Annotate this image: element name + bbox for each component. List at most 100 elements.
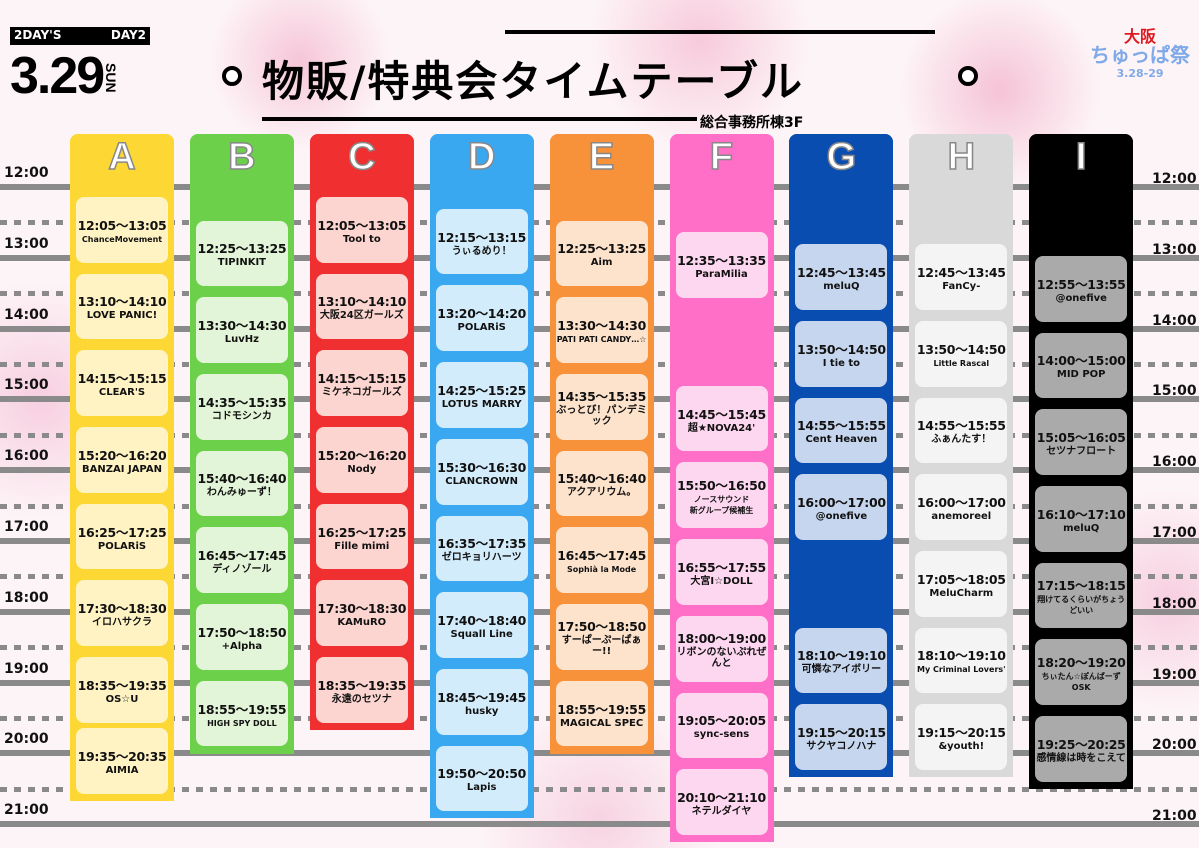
timeslot-card[interactable]: 18:55〜19:55 MAGICAL SPEC (555, 680, 648, 747)
timeslot-card[interactable]: 19:15〜20:15 サクヤコノハナ (795, 704, 888, 771)
slot-time: 15:40〜16:40 (197, 471, 287, 487)
slot-artist: LOTUS MARRY (441, 398, 522, 410)
timeslot-card[interactable]: 14:15〜15:15 CLEAR'S (76, 350, 168, 417)
slot-time: 16:00〜17:00 (797, 495, 886, 511)
slot-time: 15:30〜16:30 (437, 459, 527, 475)
timeslot-card[interactable]: 14:35〜15:35 ぶっとび！パンデミック (555, 373, 648, 440)
slot-artist: ミケネコガールズ (321, 387, 402, 399)
slot-time: 15:20〜16:20 (77, 447, 167, 463)
timeslot-card[interactable]: 13:10〜14:10 LOVE PANIC! (76, 273, 168, 340)
timeslot-card[interactable]: 18:10〜19:10 My Criminal Lovers' (915, 627, 1008, 694)
timeslot-card[interactable]: 19:15〜20:15 &youth! (915, 704, 1008, 771)
timeslot-card[interactable]: 19:35〜20:35 AIMIA (76, 727, 168, 794)
timeslot-card[interactable]: 18:10〜19:10 可憐なアイボリー (795, 627, 888, 694)
slot-artist: anemoreel (931, 511, 992, 523)
timeslot-card[interactable]: 16:25〜17:25 Fille mimi (315, 503, 408, 570)
slot-artist: Little Rascal (933, 358, 990, 368)
timeslot-card[interactable]: 17:15〜18:15 翔けてるくらいがちょうどいい (1035, 562, 1128, 629)
slot-artist: コドモシンカ (211, 410, 272, 422)
timeslot-card[interactable]: 18:35〜19:35 永遠のセツナ (315, 657, 408, 723)
timeslot-card[interactable]: 15:05〜16:05 セツナフロート (1035, 409, 1128, 476)
slot-time: 20:10〜21:10 (677, 790, 766, 806)
slot-artist: 大阪24区ガールズ (319, 310, 404, 322)
slot-time: 16:45〜17:45 (557, 548, 646, 564)
slot-time: 16:55〜17:55 (677, 559, 766, 575)
slot-artist: 可憐なアイボリー (801, 664, 882, 676)
timeslot-card[interactable]: 16:45〜17:45 Sophià la Mode (555, 527, 648, 594)
timeslot-card[interactable]: 18:35〜19:35 OS☆U (76, 657, 168, 723)
timeslot-card[interactable]: 13:50〜14:50 Little Rascal (915, 320, 1008, 387)
timeslot-card[interactable]: 12:45〜13:45 meluQ (795, 244, 888, 310)
slot-artist: MeluCharm (929, 587, 994, 599)
timeslot-card[interactable]: 13:50〜14:50 I tie to (795, 320, 888, 387)
slot-artist: Squall Line (450, 629, 513, 641)
timeslot-card[interactable]: 14:35〜15:35 コドモシンカ (195, 373, 288, 440)
timeslot-card[interactable]: 12:25〜13:25 Aim (555, 220, 648, 287)
timeslot-card[interactable]: 16:55〜17:55 大宮I☆DOLL (675, 539, 768, 605)
timeslot-card[interactable]: 12:05〜13:05 Tool to (315, 196, 408, 263)
timeslot-card[interactable]: 17:50〜18:50 すーぱーぷーぱぁー!! (555, 604, 648, 670)
timeslot-card[interactable]: 12:55〜13:55 @onefive (1035, 255, 1128, 322)
slot-time: 16:25〜17:25 (317, 524, 407, 540)
slot-time: 17:15〜18:15 (1036, 578, 1126, 594)
timeslot-card[interactable]: 17:30〜18:30 イロハサクラ (76, 580, 168, 647)
timeslot-card[interactable]: 18:45〜19:45 husky (435, 668, 528, 735)
timeslot-card[interactable]: 13:30〜14:30 PATI PATI CANDY…☆ (555, 297, 648, 363)
title-frame-top (505, 30, 935, 34)
slot-time: 12:25〜13:25 (197, 241, 287, 257)
slot-time: 12:25〜13:25 (557, 241, 646, 257)
timeslot-card[interactable]: 14:25〜15:25 LOTUS MARRY (435, 362, 528, 428)
timeslot-card[interactable]: 17:30〜18:30 KAMuRO (315, 580, 408, 647)
timeslot-card[interactable]: 18:55〜19:55 HIGH SPY DOLL (195, 680, 288, 747)
timeslot-card[interactable]: 12:45〜13:45 FanCy- (915, 244, 1008, 310)
timeslot-card[interactable]: 15:40〜16:40 わんみゅーず！ (195, 450, 288, 517)
slot-time: 19:35〜20:35 (77, 748, 167, 764)
timeslot-card[interactable]: 20:10〜21:10 ネテルダイヤ (675, 769, 768, 835)
timeslot-card[interactable]: 19:50〜20:50 Lapis (435, 745, 528, 812)
timeslot-card[interactable]: 16:35〜17:35 ゼロキョリハーツ (435, 515, 528, 582)
timeslot-card[interactable]: 12:05〜13:05 ChanceMovement (76, 196, 168, 263)
timeslot-card[interactable]: 13:30〜14:30 LuvHz (195, 297, 288, 363)
timeslot-card[interactable]: 17:50〜18:50 +Alpha (195, 604, 288, 670)
slot-time: 14:35〜15:35 (557, 389, 646, 405)
timeslot-card[interactable]: 15:30〜16:30 CLANCROWN (435, 438, 528, 505)
timeslot-card[interactable]: 13:20〜14:20 POLARiS (435, 285, 528, 352)
timeslot-card[interactable]: 17:05〜18:05 MeluCharm (915, 550, 1008, 617)
timeslot-card[interactable]: 14:55〜15:55 ふぁんたす！ (915, 397, 1008, 464)
timeslot-card[interactable]: 16:00〜17:00 @onefive (795, 474, 888, 540)
slot-time: 12:45〜13:45 (916, 264, 1006, 280)
timeslot-card[interactable]: 18:20〜19:20 ちぃたん☆ぽんぱーずOSK (1035, 639, 1128, 706)
time-label-right: 20:00 (1152, 737, 1197, 754)
time-label-right: 17:00 (1152, 525, 1197, 541)
timeslot-card[interactable]: 14:00〜15:00 MID POP (1035, 332, 1128, 399)
slot-time: 14:15〜15:15 (77, 371, 167, 387)
timeslot-card[interactable]: 15:20〜16:20 BANZAI JAPAN (76, 427, 168, 493)
timeslot-card[interactable]: 14:15〜15:15 ミケネコガールズ (315, 350, 408, 417)
slot-time: 15:20〜16:20 (317, 447, 407, 463)
timeslot-card[interactable]: 17:40〜18:40 Squall Line (435, 592, 528, 658)
time-label-right: 16:00 (1152, 454, 1197, 471)
timeslot-card[interactable]: 13:10〜14:10 大阪24区ガールズ (315, 273, 408, 340)
slot-time: 16:25〜17:25 (77, 524, 167, 540)
timeslot-card[interactable]: 15:20〜16:20 Nody (315, 427, 408, 493)
timeslot-card[interactable]: 12:25〜13:25 TIPINKIT (195, 220, 288, 287)
slot-time: 19:15〜20:15 (916, 725, 1006, 741)
timeslot-card[interactable]: 18:00〜19:00 リボンのないぷれぜんと (675, 615, 768, 682)
timeslot-card[interactable]: 16:25〜17:25 POLARiS (76, 503, 168, 570)
timeslot-card[interactable]: 14:45〜15:45 超★NOVA24' (675, 385, 768, 452)
timeslot-card[interactable]: 14:55〜15:55 Cent Heaven (795, 397, 888, 464)
timeslot-card[interactable]: 16:45〜17:45 ディノゾール (195, 527, 288, 594)
timeslot-card[interactable]: 15:40〜16:40 アクアリウム。 (555, 450, 648, 517)
timeslot-card[interactable]: 12:35〜13:35 ParaMilia (675, 232, 768, 299)
timeslot-card[interactable]: 16:10〜17:10 meluQ (1035, 486, 1128, 552)
timeslot-card[interactable]: 16:00〜17:00 anemoreel (915, 474, 1008, 540)
slot-time: 14:25〜15:25 (437, 382, 527, 398)
slot-artist: CLEAR'S (98, 387, 146, 399)
timeslot-card[interactable]: 12:15〜13:15 うぃるめり！ (435, 208, 528, 275)
slot-artist: ノースサウンド 新グループ候補生 (689, 494, 754, 515)
slot-artist: Nody (347, 463, 377, 475)
timeslot-card[interactable]: 19:25〜20:25 感情線は時をこえて (1035, 716, 1128, 782)
timeslot-card[interactable]: 15:50〜16:50 ノースサウンド 新グループ候補生 (675, 462, 768, 529)
slot-artist: Sophià la Mode (567, 565, 637, 575)
timeslot-card[interactable]: 19:05〜20:05 sync-sens (675, 692, 768, 759)
